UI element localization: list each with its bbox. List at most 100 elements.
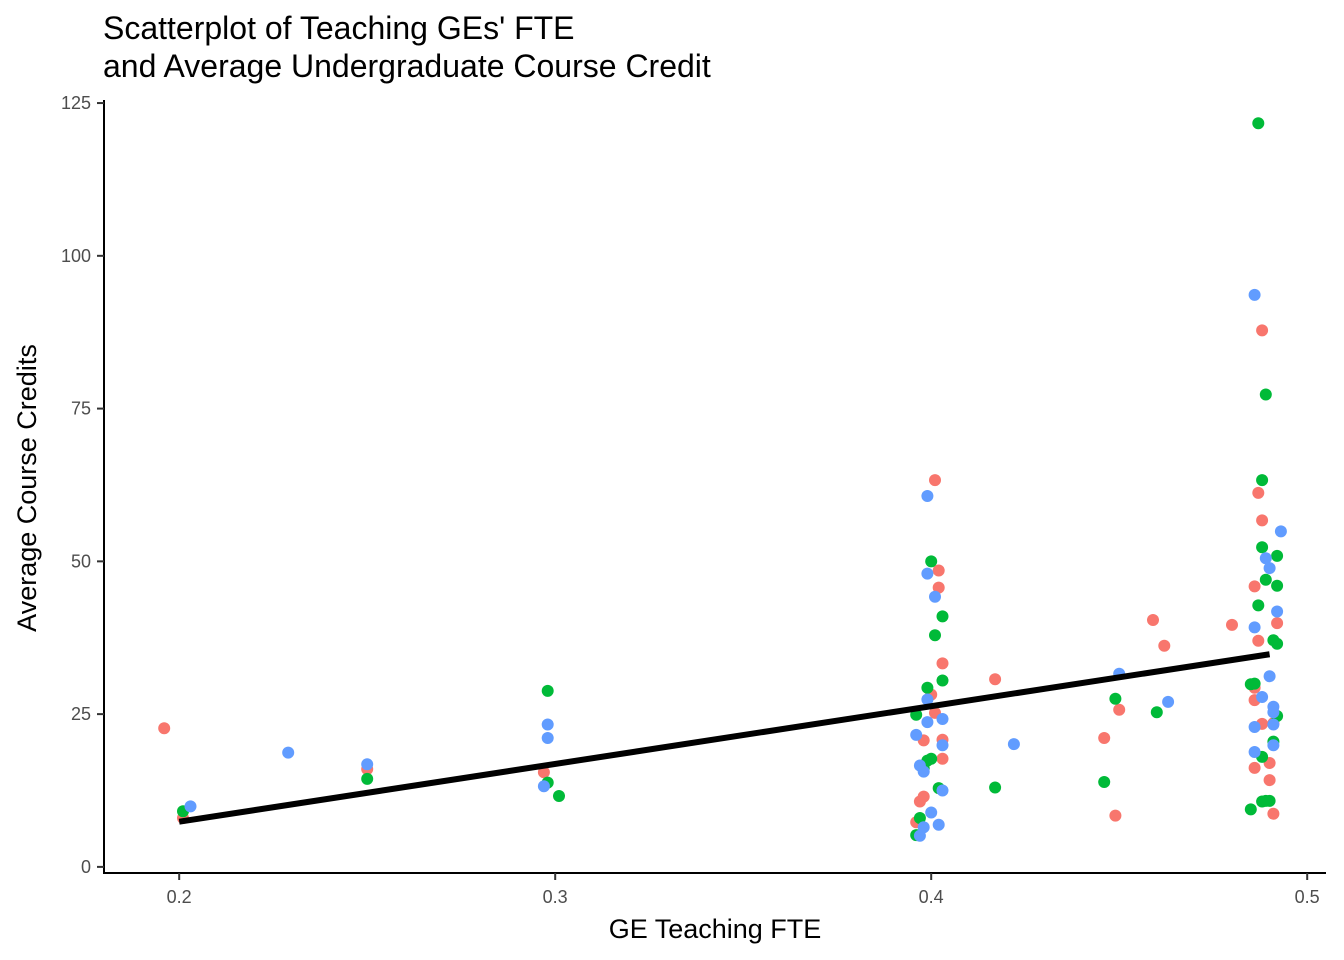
data-point [537,766,550,779]
data-point [1256,324,1269,337]
data-point [1271,605,1284,618]
data-point [1248,580,1261,593]
data-point [541,718,554,731]
data-point [1150,706,1163,719]
data-point [932,818,945,831]
data-point [910,728,923,741]
data-point [1098,732,1111,744]
data-point [541,732,554,744]
data-point [1271,579,1284,592]
data-point [1267,706,1280,719]
data-point [1162,695,1175,708]
y-tick-label: 25 [71,704,91,724]
data-point [1256,514,1269,527]
data-point [1098,776,1111,788]
data-point [929,629,941,642]
data-point [361,772,374,785]
data-point [1226,618,1238,631]
data-point [936,713,949,725]
x-tick-label: 0.3 [543,887,568,907]
x-tick-label: 0.4 [919,887,944,907]
y-tick-label: 0 [81,857,91,877]
data-point [282,746,295,759]
data-point [1271,549,1284,562]
y-tick-label: 100 [61,246,91,266]
data-point [921,681,934,694]
x-tick-label: 0.5 [1295,887,1320,907]
data-point [921,490,934,502]
data-point [1248,621,1261,634]
data-point [1263,774,1276,787]
data-point [1109,809,1122,822]
data-point [917,765,930,778]
data-point [917,821,930,834]
data-point [936,739,949,752]
data-point [1109,692,1122,705]
data-point [925,806,938,819]
data-point [1248,288,1261,301]
data-point [1244,803,1257,816]
data-point [1267,807,1280,820]
data-point [921,716,934,729]
data-point [929,474,941,487]
data-point [936,657,949,670]
x-axis-title: GE Teaching FTE [609,914,822,944]
data-point [1271,617,1284,630]
data-point [1007,738,1020,751]
data-point [1267,739,1280,752]
data-point [936,752,949,765]
data-point [936,610,949,623]
data-point [925,752,938,765]
data-point [1263,670,1276,683]
data-point [1256,541,1269,554]
data-point [932,564,945,577]
data-point [1274,525,1287,538]
data-point [989,781,1002,794]
x-tick-label: 0.2 [167,887,192,907]
data-point [1252,117,1265,130]
data-point [921,567,934,580]
data-point [1259,552,1272,565]
chart-title-line-1: Scatterplot of Teaching GEs' FTE [103,10,575,46]
y-tick-label: 75 [71,399,91,419]
data-point [1252,486,1265,499]
y-axis-title: Average Course Credits [12,344,42,632]
data-point [1263,562,1276,575]
y-tick-label: 50 [71,551,91,571]
data-point [1259,388,1272,401]
data-point [936,784,949,797]
data-point [932,581,945,594]
data-point [1248,761,1261,774]
data-point [1147,614,1159,626]
data-point [184,800,197,813]
data-point [158,722,171,735]
data-point [361,758,374,771]
data-point [1271,637,1284,650]
data-point [1252,634,1265,647]
data-point [929,590,941,603]
data-point [1248,721,1261,733]
data-point [1263,794,1276,807]
data-point [1248,746,1261,758]
data-point [1256,474,1269,487]
trend-layer [178,651,1271,825]
data-point [925,555,938,568]
data-point [1252,599,1265,612]
data-point [913,812,926,824]
data-point [537,780,550,793]
points-layer [158,117,1287,842]
data-point [1248,677,1261,690]
data-point [541,684,554,697]
axes-layer: 0 25 50 75 100 125 0.2 0.3 0.4 0.5 [61,93,1326,907]
data-point [989,673,1002,686]
chart-title-line-2: and Average Undergraduate Course Credit [103,48,711,84]
y-tick-label: 125 [61,93,91,113]
data-point [1267,718,1280,731]
data-point [1113,703,1126,716]
data-point [936,674,949,687]
data-point [921,693,934,706]
data-point [917,790,930,803]
data-point [1259,573,1272,586]
data-point [553,790,565,802]
